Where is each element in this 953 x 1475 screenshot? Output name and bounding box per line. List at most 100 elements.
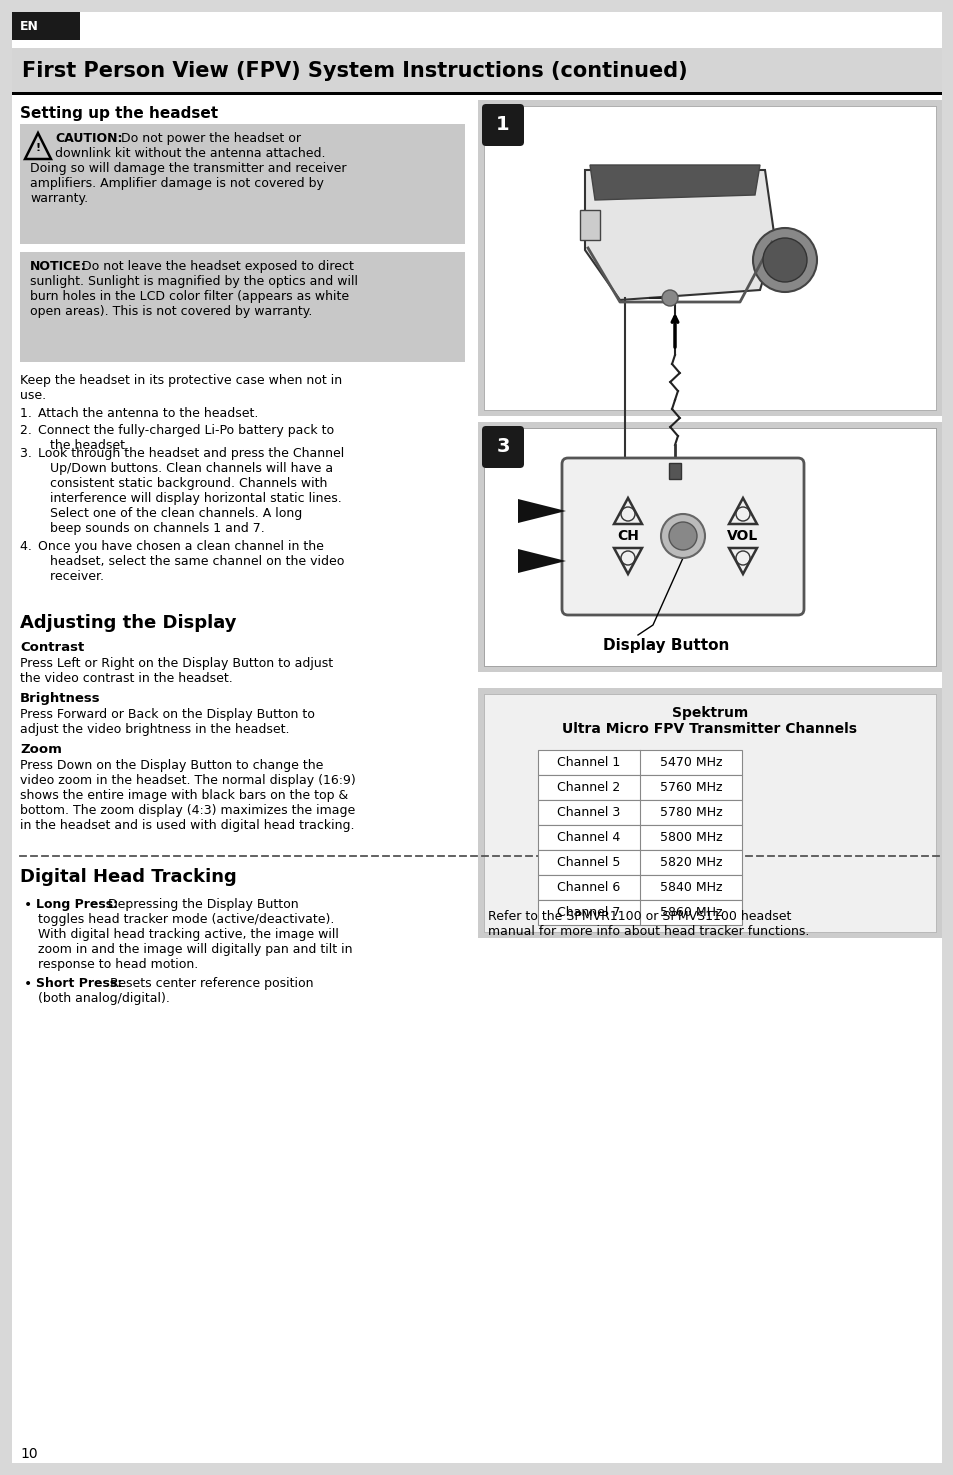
Text: Digital Head Tracking: Digital Head Tracking <box>20 867 236 886</box>
Text: warranty.: warranty. <box>30 192 88 205</box>
Text: shows the entire image with black bars on the top &: shows the entire image with black bars o… <box>20 789 348 802</box>
Text: Channel 7: Channel 7 <box>557 906 620 919</box>
Circle shape <box>668 522 697 550</box>
Text: Connect the fully-charged Li-Po battery pack to: Connect the fully-charged Li-Po battery … <box>38 423 334 437</box>
Text: Channel 5: Channel 5 <box>557 855 620 869</box>
Circle shape <box>660 513 704 558</box>
Text: Keep the headset in its protective case when not in: Keep the headset in its protective case … <box>20 375 342 386</box>
Text: zoom in and the image will digitally pan and tilt in: zoom in and the image will digitally pan… <box>38 943 352 956</box>
Text: Channel 4: Channel 4 <box>557 830 620 844</box>
Text: 5780 MHz: 5780 MHz <box>659 805 721 819</box>
Text: interference will display horizontal static lines.: interference will display horizontal sta… <box>38 493 341 504</box>
Bar <box>12 49 941 94</box>
Text: amplifiers. Amplifier damage is not covered by: amplifiers. Amplifier damage is not cove… <box>30 177 323 190</box>
Text: 5760 MHz: 5760 MHz <box>659 780 721 794</box>
Text: 1: 1 <box>496 115 509 134</box>
Text: Up/Down buttons. Clean channels will have a: Up/Down buttons. Clean channels will hav… <box>38 462 333 475</box>
Polygon shape <box>517 549 565 572</box>
Text: Refer to the SPMVR1100 or SPMVS1100 headset: Refer to the SPMVR1100 or SPMVS1100 head… <box>488 910 791 923</box>
Text: Once you have chosen a clean channel in the: Once you have chosen a clean channel in … <box>38 540 323 553</box>
Bar <box>483 106 935 410</box>
FancyBboxPatch shape <box>481 105 523 146</box>
Text: Contrast: Contrast <box>20 642 84 653</box>
Bar <box>579 209 599 240</box>
Text: Setting up the headset: Setting up the headset <box>20 106 218 121</box>
Text: CAUTION:: CAUTION: <box>55 131 122 145</box>
Text: 2.: 2. <box>20 423 36 437</box>
Circle shape <box>661 291 678 305</box>
Text: Short Press:: Short Press: <box>36 976 122 990</box>
Bar <box>537 900 741 925</box>
Bar <box>537 825 741 850</box>
Text: Do not leave the headset exposed to direct: Do not leave the headset exposed to dire… <box>78 260 354 273</box>
Bar <box>537 749 741 774</box>
Text: toggles head tracker mode (active/deactivate).: toggles head tracker mode (active/deacti… <box>38 913 334 926</box>
Polygon shape <box>584 170 774 299</box>
Circle shape <box>762 237 806 282</box>
Text: Channel 6: Channel 6 <box>557 881 620 894</box>
Bar <box>20 252 464 361</box>
Text: 5860 MHz: 5860 MHz <box>659 906 721 919</box>
Bar <box>668 463 680 479</box>
FancyBboxPatch shape <box>481 426 523 468</box>
Text: Display Button: Display Button <box>602 639 729 653</box>
Text: Spektrum: Spektrum <box>671 707 747 720</box>
Bar <box>483 695 935 932</box>
Text: 5840 MHz: 5840 MHz <box>659 881 721 894</box>
Text: 10: 10 <box>20 1447 37 1462</box>
Polygon shape <box>589 165 760 201</box>
Text: Channel 1: Channel 1 <box>557 757 620 768</box>
Text: 5470 MHz: 5470 MHz <box>659 757 721 768</box>
Text: 1.: 1. <box>20 407 36 420</box>
Text: consistent static background. Channels with: consistent static background. Channels w… <box>38 476 327 490</box>
Text: response to head motion.: response to head motion. <box>38 957 198 971</box>
Text: Brightness: Brightness <box>20 692 100 705</box>
Text: open areas). This is not covered by warranty.: open areas). This is not covered by warr… <box>30 305 312 319</box>
Bar <box>477 687 941 938</box>
Bar <box>537 850 741 875</box>
Text: CH: CH <box>617 530 639 543</box>
Text: (both analog/digital).: (both analog/digital). <box>38 993 170 1004</box>
Text: Press Left or Right on the Display Button to adjust: Press Left or Right on the Display Butto… <box>20 656 333 670</box>
Text: burn holes in the LCD color filter (appears as white: burn holes in the LCD color filter (appe… <box>30 291 349 302</box>
Text: Doing so will damage the transmitter and receiver: Doing so will damage the transmitter and… <box>30 162 346 176</box>
Text: Channel 2: Channel 2 <box>557 780 620 794</box>
Text: bottom. The zoom display (4:3) maximizes the image: bottom. The zoom display (4:3) maximizes… <box>20 804 355 817</box>
Bar <box>537 799 741 825</box>
Text: use.: use. <box>20 389 46 403</box>
Bar <box>12 12 80 40</box>
Text: video zoom in the headset. The normal display (16:9): video zoom in the headset. The normal di… <box>20 774 355 788</box>
Text: beep sounds on channels 1 and 7.: beep sounds on channels 1 and 7. <box>38 522 265 535</box>
Text: Ultra Micro FPV Transmitter Channels: Ultra Micro FPV Transmitter Channels <box>562 721 857 736</box>
Text: Do not power the headset or: Do not power the headset or <box>117 131 301 145</box>
Text: Press Down on the Display Button to change the: Press Down on the Display Button to chan… <box>20 760 323 771</box>
Text: 3: 3 <box>496 438 509 456</box>
Text: Resets center reference position: Resets center reference position <box>106 976 314 990</box>
Polygon shape <box>517 499 565 524</box>
Text: headset, select the same channel on the video: headset, select the same channel on the … <box>38 555 344 568</box>
Text: 5820 MHz: 5820 MHz <box>659 855 721 869</box>
Text: 4.: 4. <box>20 540 36 553</box>
Text: 3.: 3. <box>20 447 36 460</box>
Text: adjust the video brightness in the headset.: adjust the video brightness in the heads… <box>20 723 289 736</box>
Text: •: • <box>24 976 32 991</box>
Text: the video contrast in the headset.: the video contrast in the headset. <box>20 673 233 684</box>
Bar <box>537 774 741 799</box>
Bar <box>483 428 935 667</box>
Circle shape <box>752 229 816 292</box>
Text: !: ! <box>35 143 41 153</box>
Text: in the headset and is used with digital head tracking.: in the headset and is used with digital … <box>20 819 355 832</box>
Text: Channel 3: Channel 3 <box>557 805 620 819</box>
Text: Adjusting the Display: Adjusting the Display <box>20 614 236 631</box>
Bar <box>477 100 941 416</box>
Text: Zoom: Zoom <box>20 743 62 757</box>
Bar <box>20 124 464 243</box>
Text: With digital head tracking active, the image will: With digital head tracking active, the i… <box>38 928 338 941</box>
Text: Attach the antenna to the headset.: Attach the antenna to the headset. <box>38 407 258 420</box>
Text: Look through the headset and press the Channel: Look through the headset and press the C… <box>38 447 344 460</box>
Text: sunlight. Sunlight is magnified by the optics and will: sunlight. Sunlight is magnified by the o… <box>30 274 357 288</box>
Bar <box>12 91 941 94</box>
Text: Press Forward or Back on the Display Button to: Press Forward or Back on the Display But… <box>20 708 314 721</box>
Text: the headset.: the headset. <box>38 440 129 451</box>
Text: Long Press:: Long Press: <box>36 898 118 912</box>
